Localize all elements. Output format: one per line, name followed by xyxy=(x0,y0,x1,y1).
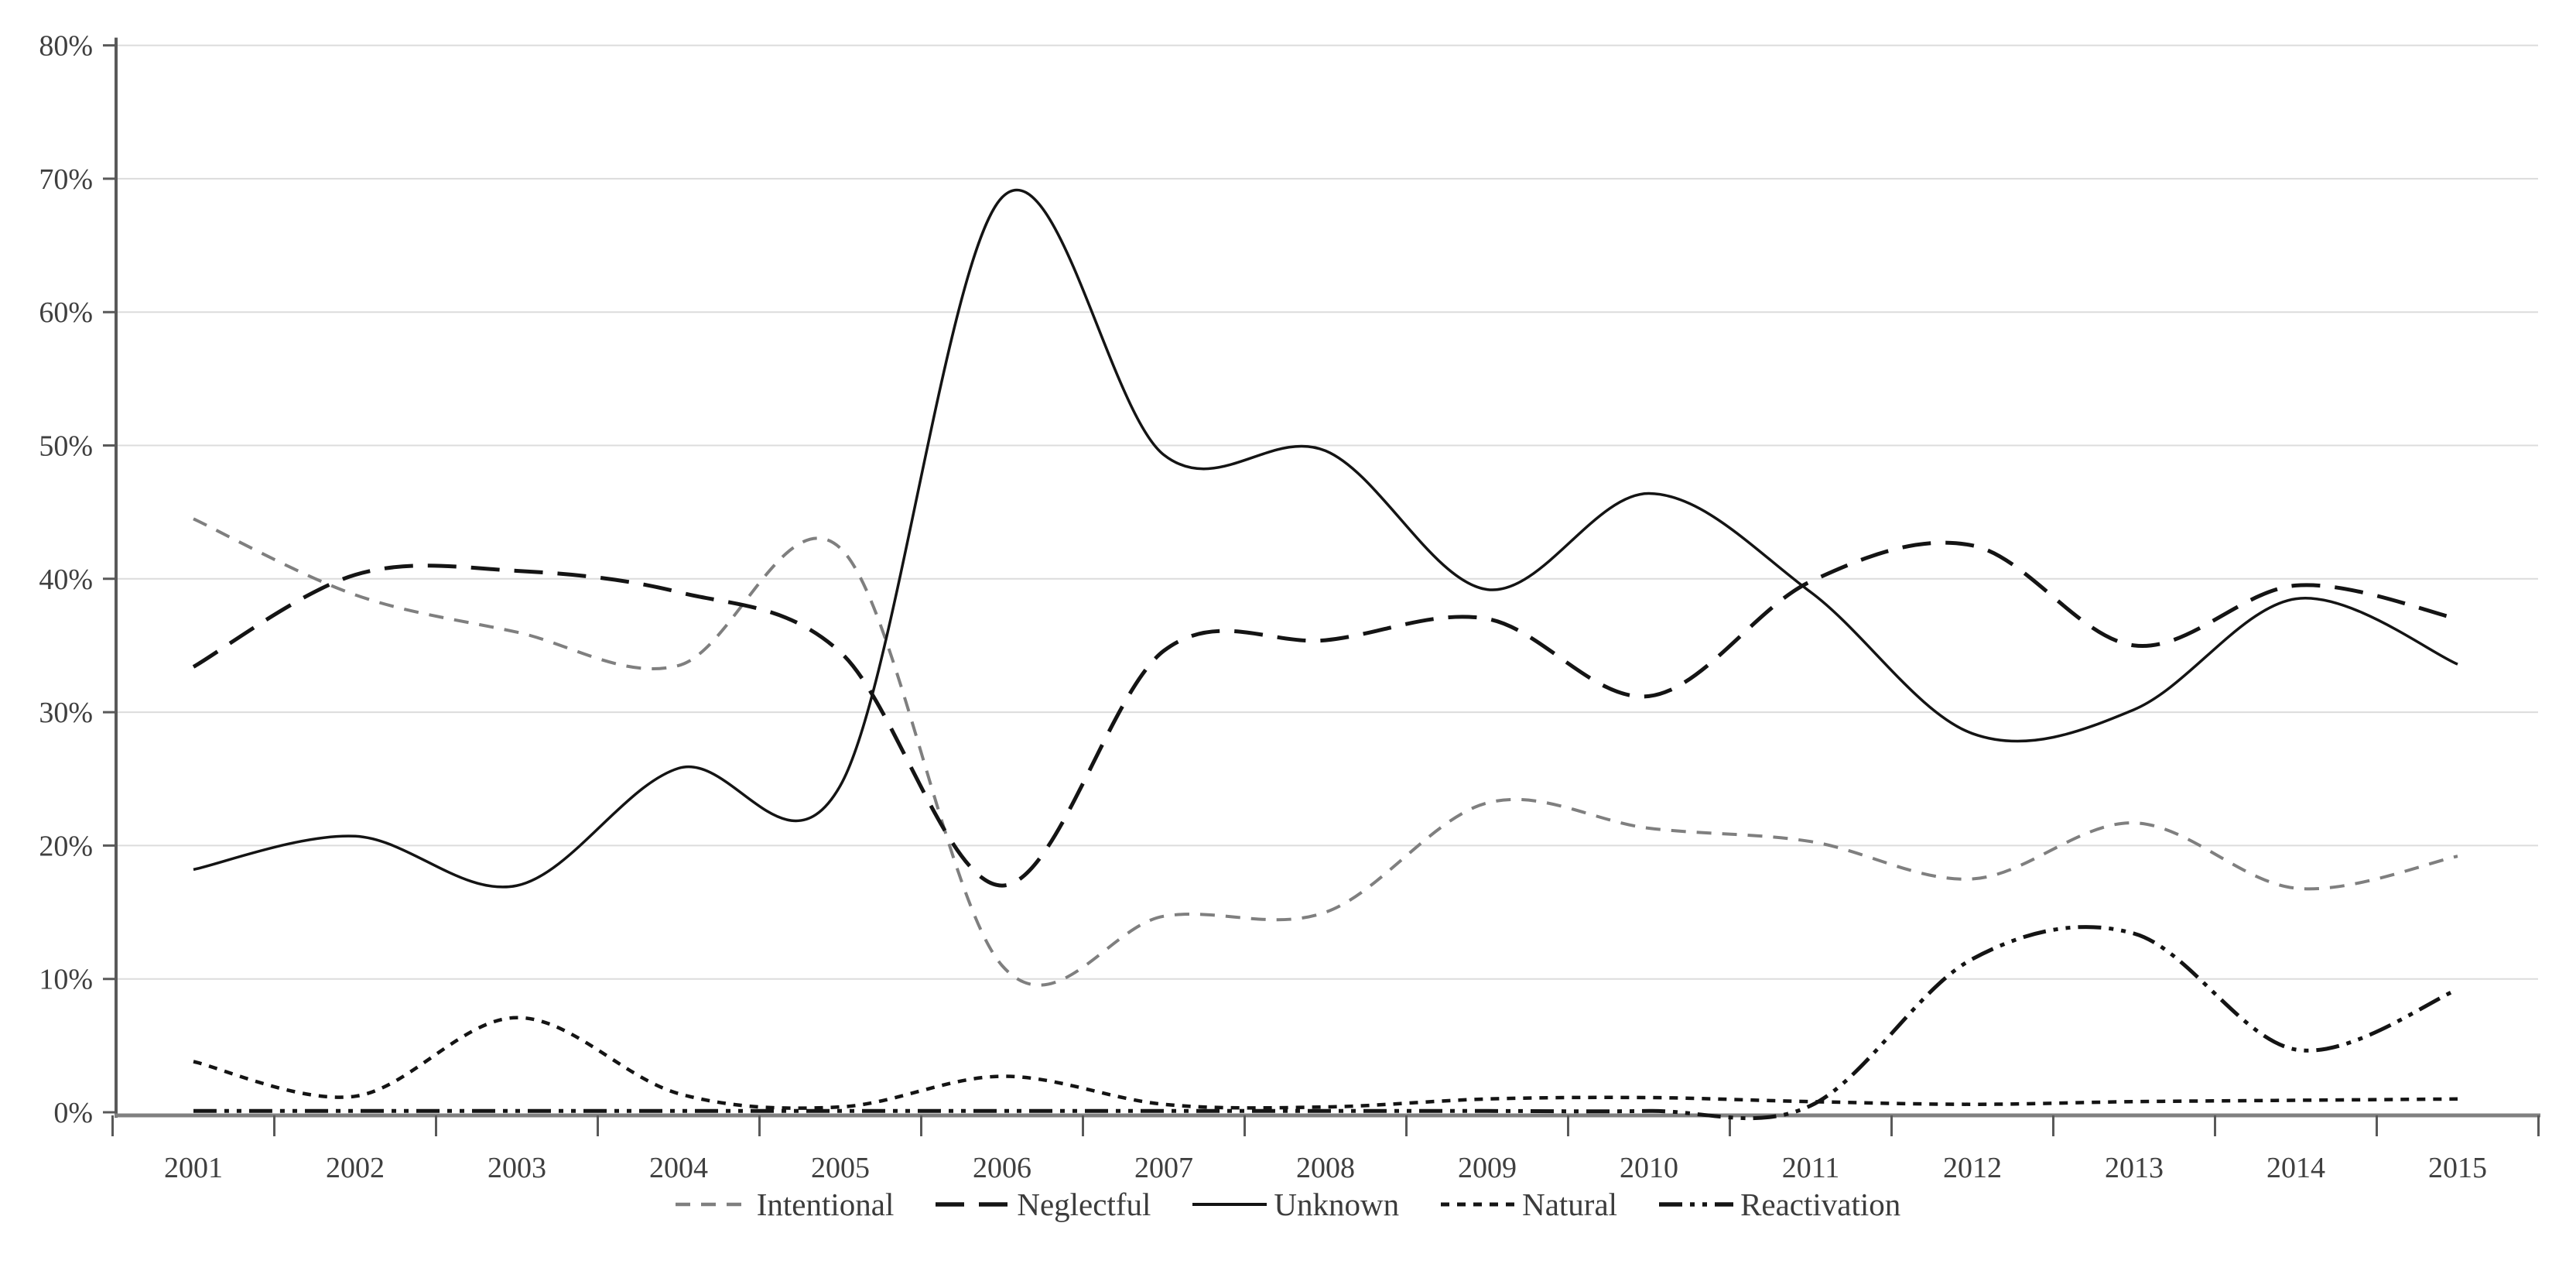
y-axis-tick-label: 10% xyxy=(39,964,93,996)
x-axis-year-label: 2005 xyxy=(811,1152,870,1184)
legend-line-sample-short-dash-icon xyxy=(1441,1202,1516,1207)
x-axis-year-label: 2002 xyxy=(326,1152,385,1184)
legend-line-sample-long-dash-icon xyxy=(936,1202,1011,1207)
series-line-intentional xyxy=(193,517,2458,987)
x-axis-year-label: 2012 xyxy=(1943,1152,2002,1184)
y-axis-tick-label: 70% xyxy=(39,163,93,196)
legend-item-intentional: Intentional xyxy=(675,1186,895,1223)
series-line-unknown xyxy=(193,188,2458,889)
y-axis-tick-label: 30% xyxy=(39,697,93,729)
legend-label: Neglectful xyxy=(1017,1187,1151,1222)
series-line-reactivation xyxy=(193,925,2458,1121)
x-axis-year-label: 2001 xyxy=(164,1152,223,1184)
x-axis-year-label: 2004 xyxy=(649,1152,708,1184)
x-axis-year-label: 2003 xyxy=(487,1152,546,1184)
legend-line-sample-dash-dot-dot-icon xyxy=(1659,1202,1734,1207)
legend-line-sample-solid-icon xyxy=(1192,1203,1267,1206)
legend-line-sample-dashed-icon xyxy=(675,1202,750,1207)
legend-item-natural: Natural xyxy=(1441,1186,1617,1223)
x-axis-year-label: 2013 xyxy=(2105,1152,2164,1184)
legend: Intentional Neglectful Unknown Natural React… xyxy=(0,1186,2576,1223)
x-axis-year-label: 2015 xyxy=(2428,1152,2487,1184)
x-axis-year-label: 2009 xyxy=(1458,1152,1517,1184)
x-axis-year-label: 2006 xyxy=(973,1152,1031,1184)
legend-item-unknown: Unknown xyxy=(1192,1186,1399,1223)
x-axis-year-label: 2011 xyxy=(1782,1152,1840,1184)
x-axis-year-label: 2010 xyxy=(1620,1152,1678,1184)
y-axis-tick-label: 50% xyxy=(39,430,93,463)
x-axis-year-label: 2014 xyxy=(2266,1152,2325,1184)
series-line-neglectful xyxy=(192,540,2458,888)
legend-label: Unknown xyxy=(1274,1187,1400,1222)
y-axis-tick-label: 20% xyxy=(39,830,93,862)
legend-label: Intentional xyxy=(756,1187,895,1222)
legend-item-reactivation: Reactivation xyxy=(1659,1186,1900,1223)
y-axis-tick-label: 80% xyxy=(39,30,93,63)
legend-label: Reactivation xyxy=(1740,1187,1901,1222)
legend-label: Natural xyxy=(1522,1187,1618,1222)
y-axis-tick-label: 0% xyxy=(53,1097,93,1129)
legend-item-neglectful: Neglectful xyxy=(936,1186,1151,1223)
series-line-natural xyxy=(193,1016,2458,1110)
x-axis-year-label: 2008 xyxy=(1296,1152,1355,1184)
y-axis-tick-label: 40% xyxy=(39,563,93,596)
x-axis-year-label: 2007 xyxy=(1134,1152,1193,1184)
y-axis-tick-label: 60% xyxy=(39,296,93,329)
